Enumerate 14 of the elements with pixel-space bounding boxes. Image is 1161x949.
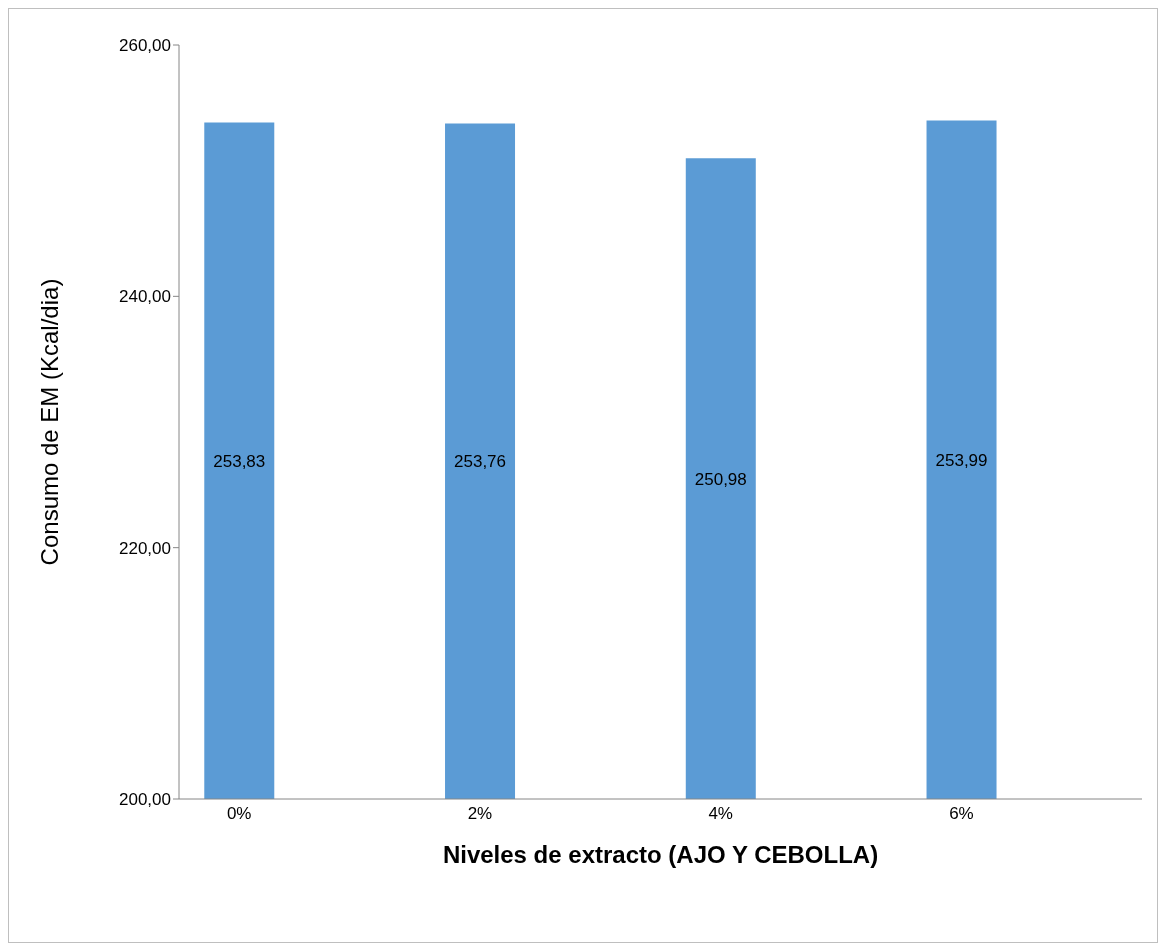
- y-tick-label: 220,00: [119, 538, 171, 558]
- x-tick-label: 0%: [226, 804, 252, 824]
- data-label: 250,98: [694, 469, 747, 489]
- y-tick-label: 240,00: [119, 287, 171, 307]
- x-tick-label: 4%: [708, 804, 733, 824]
- y-tick-label: 200,00: [119, 790, 171, 810]
- data-label: 253,83: [213, 451, 266, 471]
- x-tick-label: 2%: [467, 804, 493, 824]
- data-label: 253,76: [454, 452, 507, 472]
- y-axis-title: Consumo de EM (Kcal/dia): [35, 278, 63, 566]
- x-tick-label: 6%: [949, 804, 974, 824]
- x-axis-title: Niveles de extracto (AJO Y CEBOLLA): [441, 841, 880, 869]
- y-tick-label: 260,00: [119, 36, 171, 56]
- data-label: 253,99: [935, 450, 988, 470]
